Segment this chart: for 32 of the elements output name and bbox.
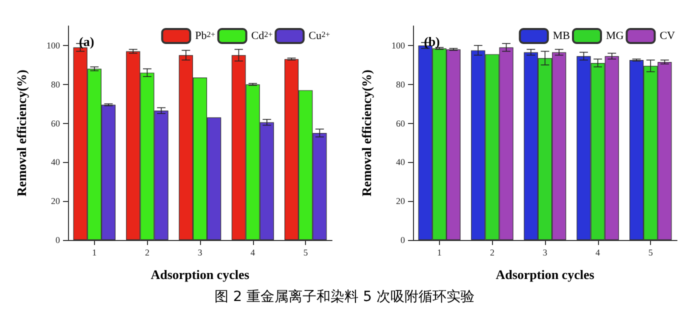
legend-label: CV	[660, 30, 676, 42]
y-tick-label: 60	[51, 118, 60, 128]
y-tick-label: 0	[56, 235, 60, 245]
x-tick-label: 4	[596, 248, 601, 258]
text: (a)	[79, 34, 94, 49]
x-tick-label: 2	[144, 248, 150, 258]
y-tick-label: 20	[51, 196, 60, 206]
text: (b)	[424, 34, 440, 49]
x-axis-title: Adsorption cycles	[496, 267, 594, 282]
x-tick-label: 3	[198, 248, 203, 258]
caption: 图 2 重金属离子和染料 5 次吸附循环实验	[214, 288, 476, 306]
x-tick-label: 3	[542, 248, 548, 258]
y-tick-label: 20	[396, 196, 406, 206]
x-tick-label: 2	[490, 248, 494, 258]
legend-label: MG	[606, 30, 624, 42]
y-tick-label: 60	[396, 118, 406, 128]
x-tick-label: 4	[250, 248, 256, 258]
y-tick-label: 40	[51, 157, 60, 168]
legend-label: MB	[552, 30, 570, 42]
x-axis-title: Adsorption cycles	[150, 267, 250, 282]
x-tick-label: 5	[648, 248, 654, 258]
x-tick-label: 1	[92, 248, 97, 258]
y-tick-label: 40	[396, 157, 406, 168]
y-axis-title: Removal efficiency(%)	[14, 70, 29, 196]
y-tick-label: 80	[51, 79, 60, 90]
y-tick-label: 80	[396, 79, 406, 90]
y-tick-label: 100	[392, 40, 406, 50]
y-tick-label: 0	[400, 235, 406, 245]
y-axis-title: Removal efficiency(%)	[359, 70, 374, 196]
x-tick-label: 1	[437, 248, 442, 258]
y-tick-label: 100	[46, 40, 60, 50]
x-tick-label: 5	[303, 248, 308, 258]
